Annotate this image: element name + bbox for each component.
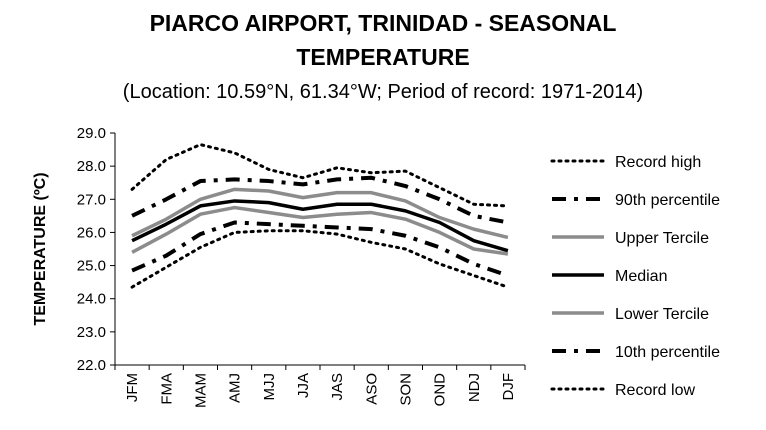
- chart-title-line1: PIARCO AIRPORT, TRINIDAD - SEASONAL: [149, 10, 617, 36]
- y-axis-title: TEMPERATURE (ºC): [32, 172, 49, 325]
- legend-label-upper-tercile: Upper Tercile: [615, 230, 709, 247]
- series-line-record-high: [130, 143, 510, 208]
- x-tick-label: ASO: [363, 373, 380, 405]
- y-tick-label: 23.0: [77, 324, 106, 341]
- x-tick-label: FMA: [158, 373, 175, 405]
- series-line-10th-percentile: [131, 220, 509, 278]
- legend-label-median: Median: [615, 268, 667, 285]
- y-tick-label: 26.0: [77, 224, 106, 241]
- x-tick-label: OND: [432, 373, 449, 407]
- series-line-record-low: [130, 229, 510, 289]
- series-line-upper-tercile: [131, 187, 509, 240]
- x-tick-label: AMJ: [227, 373, 244, 403]
- x-tick-label: DJF: [500, 373, 517, 401]
- x-tick-label: NDJ: [466, 373, 483, 402]
- y-tick-label: 22.0: [77, 357, 106, 374]
- x-tick-label: MAM: [192, 373, 209, 408]
- x-tick-label: SON: [397, 373, 414, 406]
- y-tick-label: 29.0: [77, 125, 106, 142]
- x-tick-label: JFM: [124, 373, 141, 402]
- legend-label-lower-tercile: Lower Tercile: [615, 306, 709, 323]
- chart-title-line2: TEMPERATURE: [296, 44, 470, 70]
- x-tick-label: JAS: [329, 373, 346, 401]
- y-tick-label: 27.0: [77, 191, 106, 208]
- chart-subtitle: (Location: 10.59°N, 61.34°W; Period of r…: [122, 81, 644, 103]
- legend-label-10th-percentile: 10th percentile: [615, 344, 720, 361]
- series-line-median: [131, 199, 509, 253]
- legend-label-record-high: Record high: [615, 154, 701, 171]
- y-tick-label: 28.0: [77, 158, 106, 175]
- x-tick-label: MJJ: [261, 373, 278, 401]
- legend-label-record-low: Record low: [615, 382, 695, 399]
- series-line-90th-percentile: [131, 175, 509, 225]
- y-tick-label: 25.0: [77, 258, 106, 275]
- x-tick-label: JJA: [295, 373, 312, 398]
- series-line-lower-tercile: [131, 205, 509, 256]
- y-tick-label: 24.0: [77, 291, 106, 308]
- legend-label-90th-percentile: 90th percentile: [615, 192, 720, 209]
